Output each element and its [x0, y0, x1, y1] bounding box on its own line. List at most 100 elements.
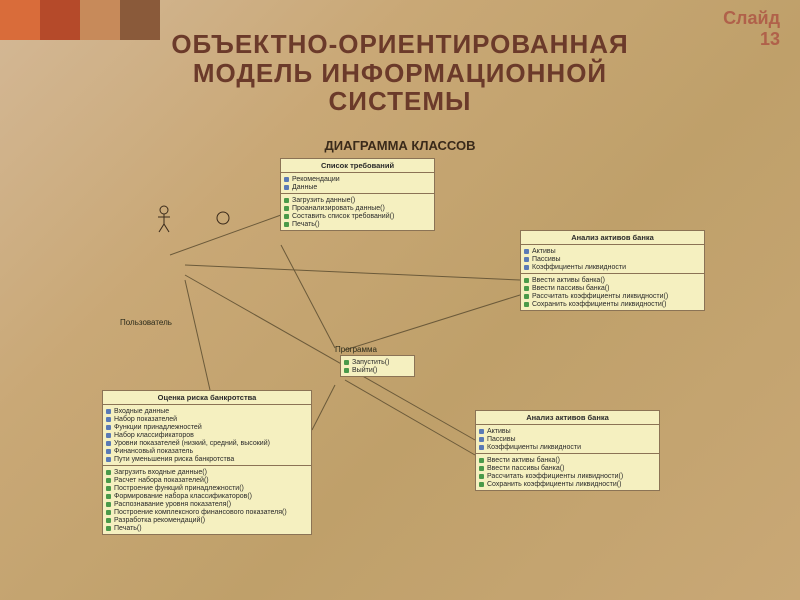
actor-user-figure [156, 205, 172, 233]
class-attr-row: Коэффициенты ликвидности [479, 443, 656, 451]
class-ops: Ввести активы банка()Ввести пассивы банк… [521, 274, 704, 310]
op-bullet-icon [479, 458, 484, 463]
op-label: Сохранить коэффициенты ликвидности() [532, 301, 666, 308]
attr-bullet-icon [524, 265, 529, 270]
class-title: Оценка риска банкротства [103, 391, 311, 405]
op-label: Составить список требований() [292, 213, 394, 220]
class-attrs: АктивыПассивыКоэффициенты ликвидности [521, 245, 704, 274]
class-attrs: Входные данныеНабор показателейФункции п… [103, 405, 311, 466]
attr-bullet-icon [284, 177, 289, 182]
op-bullet-icon [106, 518, 111, 523]
class-op-row: Расчет набора показателей() [106, 476, 308, 484]
attr-label: Входные данные [114, 408, 169, 415]
attr-bullet-icon [479, 429, 484, 434]
op-bullet-icon [344, 368, 349, 373]
attr-label: Рекомендации [292, 176, 340, 183]
op-label: Проанализировать данные() [292, 205, 385, 212]
attr-label: Активы [532, 248, 556, 255]
class-ops: Загрузить входные данные()Расчет набора … [103, 466, 311, 534]
attr-bullet-icon [106, 433, 111, 438]
class-title: Анализ активов банка [476, 411, 659, 425]
class-op-row: Выйти() [344, 366, 411, 374]
op-label: Рассчитать коэффициенты ликвидности() [487, 473, 623, 480]
attr-bullet-icon [106, 425, 111, 430]
class-title: Список требований [281, 159, 434, 173]
attr-bullet-icon [524, 249, 529, 254]
attr-bullet-icon [479, 437, 484, 442]
op-bullet-icon [479, 466, 484, 471]
class-attrs: РекомендацииДанные [281, 173, 434, 194]
title-line-3: СИСТЕМЫ [0, 87, 800, 116]
op-label: Выйти() [352, 367, 377, 374]
class-box-analysis1: Анализ активов банкаАктивыПассивыКоэффиц… [520, 230, 705, 311]
actor-program-label: Программа [335, 345, 377, 354]
actor-user-label: Пользователь [120, 318, 172, 327]
op-bullet-icon [106, 486, 111, 491]
op-label: Распознавание уровня показателя() [114, 501, 231, 508]
op-bullet-icon [524, 278, 529, 283]
op-label: Загрузить входные данные() [114, 469, 207, 476]
class-attrs: АктивыПассивыКоэффициенты ликвидности [476, 425, 659, 454]
class-box-analysis2: Анализ активов банкаАктивыПассивыКоэффиц… [475, 410, 660, 491]
class-attr-row: Пути уменьшения риска банкротства [106, 455, 308, 463]
op-bullet-icon [524, 294, 529, 299]
slide-label: Слайд [723, 8, 780, 28]
class-attr-row: Пассивы [524, 255, 701, 263]
attr-label: Финансовый показатель [114, 448, 193, 455]
op-label: Печать() [292, 221, 320, 228]
class-ops: Запустить()Выйти() [341, 356, 414, 376]
class-attr-row: Пассивы [479, 435, 656, 443]
attr-bullet-icon [524, 257, 529, 262]
op-label: Сохранить коэффициенты ликвидности() [487, 481, 621, 488]
attr-label: Пассивы [532, 256, 561, 263]
op-bullet-icon [284, 222, 289, 227]
op-label: Построение комплексного финансового пока… [114, 509, 287, 516]
class-attr-row: Рекомендации [284, 175, 431, 183]
class-op-row: Построение комплексного финансового пока… [106, 508, 308, 516]
op-bullet-icon [524, 286, 529, 291]
op-label: Ввести пассивы банка() [532, 285, 609, 292]
class-op-row: Сохранить коэффициенты ликвидности() [524, 300, 701, 308]
op-label: Загрузить данные() [292, 197, 355, 204]
attr-label: Функции принадлежностей [114, 424, 202, 431]
attr-bullet-icon [106, 409, 111, 414]
class-op-row: Печать() [106, 524, 308, 532]
class-attr-row: Набор классификаторов [106, 431, 308, 439]
op-bullet-icon [284, 206, 289, 211]
class-op-row: Построение функций принадлежности() [106, 484, 308, 492]
class-attr-row: Активы [524, 247, 701, 255]
class-op-row: Распознавание уровня показателя() [106, 500, 308, 508]
attr-label: Набор классификаторов [114, 432, 194, 439]
circle-deco [215, 210, 231, 228]
main-title: ОБЪЕКТНО-ОРИЕНТИРОВАННАЯ МОДЕЛЬ ИНФОРМАЦ… [0, 30, 800, 116]
attr-label: Набор показателей [114, 416, 177, 423]
subtitle: ДИАГРАММА КЛАССОВ [0, 138, 800, 153]
op-label: Рассчитать коэффициенты ликвидности() [532, 293, 668, 300]
class-op-row: Ввести активы банка() [524, 276, 701, 284]
class-op-row: Ввести пассивы банка() [524, 284, 701, 292]
class-attr-row: Активы [479, 427, 656, 435]
attr-bullet-icon [284, 185, 289, 190]
title-line-2: МОДЕЛЬ ИНФОРМАЦИОННОЙ [0, 59, 800, 88]
class-op-row: Разработка рекомендаций() [106, 516, 308, 524]
class-op-row: Ввести пассивы банка() [479, 464, 656, 472]
attr-bullet-icon [479, 445, 484, 450]
class-op-row: Запустить() [344, 358, 411, 366]
class-op-row: Рассчитать коэффициенты ликвидности() [479, 472, 656, 480]
attr-label: Коэффициенты ликвидности [487, 444, 581, 451]
attr-label: Данные [292, 184, 317, 191]
op-bullet-icon [106, 502, 111, 507]
op-label: Ввести активы банка() [487, 457, 560, 464]
class-op-row: Проанализировать данные() [284, 204, 431, 212]
op-label: Расчет набора показателей() [114, 477, 209, 484]
class-op-row: Составить список требований() [284, 212, 431, 220]
op-bullet-icon [479, 482, 484, 487]
op-bullet-icon [479, 474, 484, 479]
op-bullet-icon [284, 198, 289, 203]
attr-label: Уровни показателей (низкий, средний, выс… [114, 440, 270, 447]
attr-label: Пути уменьшения риска банкротства [114, 456, 234, 463]
op-bullet-icon [106, 478, 111, 483]
attr-label: Коэффициенты ликвидности [532, 264, 626, 271]
class-attr-row: Коэффициенты ликвидности [524, 263, 701, 271]
class-attr-row: Уровни показателей (низкий, средний, выс… [106, 439, 308, 447]
